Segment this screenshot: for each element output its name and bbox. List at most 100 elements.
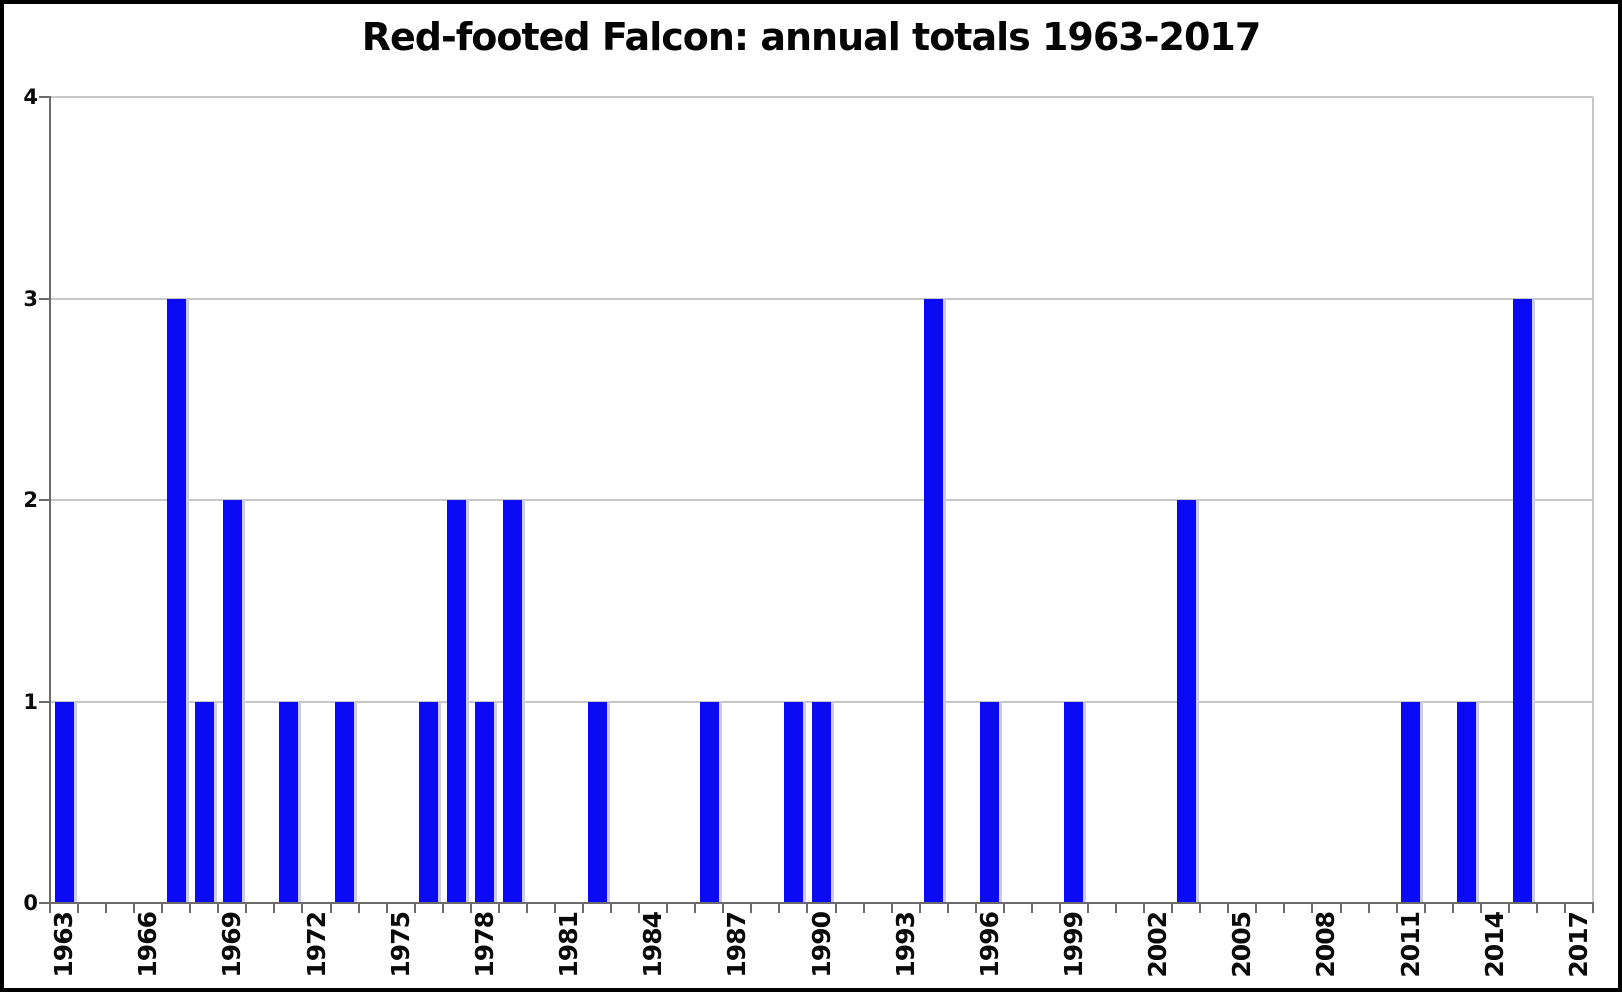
- x-tick-34: [1002, 904, 1005, 913]
- x-tick-35: [1030, 904, 1033, 913]
- y-tick-3: [39, 297, 50, 300]
- x-tick-20: [610, 904, 613, 913]
- gridline-y2: [50, 499, 1593, 501]
- x-tick-label-1984: 1984: [638, 912, 668, 978]
- x-tick-label-1963: 1963: [49, 912, 79, 978]
- x-tick-45: [1311, 904, 1314, 913]
- x-tick-27: [806, 904, 809, 913]
- x-tick-29: [862, 904, 865, 913]
- x-tick-12: [385, 904, 388, 913]
- x-tick-0: [49, 904, 51, 913]
- x-tick-label-1990: 1990: [806, 912, 836, 978]
- x-tick-label-1981: 1981: [554, 912, 583, 978]
- x-tick-label-2005: 2005: [1227, 912, 1257, 978]
- x-tick-39: [1143, 904, 1146, 913]
- x-tick-15: [469, 904, 472, 913]
- x-tick-51: [1479, 904, 1482, 913]
- x-tick-label-2002: 2002: [1143, 912, 1173, 978]
- x-tick-label-1996: 1996: [974, 912, 1004, 978]
- x-tick-49: [1423, 904, 1426, 913]
- x-axis-labels: 1963 1966 1969 1972 1975 1978 1981 1984 1987 1990…: [49, 903, 1593, 988]
- x-tick-17: [525, 904, 528, 913]
- x-tick-40: [1171, 904, 1174, 913]
- bar-1996: [980, 701, 1000, 903]
- x-tick-label-1975: 1975: [385, 912, 415, 978]
- plot-right-border: [1592, 97, 1594, 903]
- x-tick-22: [666, 904, 669, 913]
- y-tick-4: [39, 96, 50, 98]
- y-tick-label-0: 0: [23, 891, 38, 915]
- bar-1969: [222, 500, 242, 903]
- bar-1986: [699, 701, 719, 903]
- x-tick-24: [722, 904, 725, 913]
- x-tick-30: [890, 904, 893, 913]
- bar-1971: [278, 701, 298, 903]
- x-tick-label-1999: 1999: [1058, 912, 1088, 978]
- y-tick-2: [39, 499, 50, 501]
- x-tick-label-1978: 1978: [469, 912, 499, 978]
- x-tick-label-2014: 2014: [1479, 912, 1509, 978]
- x-tick-5: [189, 904, 192, 913]
- bar-1973: [335, 701, 355, 903]
- y-axis-line: [49, 96, 51, 904]
- x-tick-label-2017: 2017: [1563, 912, 1593, 978]
- x-tick-label-1972: 1972: [301, 912, 331, 978]
- x-tick-44: [1283, 904, 1286, 913]
- x-tick-23: [694, 904, 697, 913]
- x-tick-52: [1507, 904, 1510, 913]
- x-tick-label-2008: 2008: [1311, 912, 1341, 978]
- bar-2015: [1513, 298, 1533, 903]
- x-tick-42: [1227, 904, 1230, 913]
- y-tick-label-2: 2: [23, 488, 38, 512]
- y-tick-1: [39, 700, 50, 703]
- bar-1968: [194, 701, 214, 903]
- x-tick-41: [1199, 904, 1202, 913]
- y-tick-label-3: 3: [23, 286, 38, 311]
- x-tick-43: [1255, 904, 1258, 913]
- x-tick-11: [357, 904, 360, 913]
- x-tick-26: [778, 904, 781, 913]
- bar-1978: [475, 701, 495, 903]
- x-tick-54: [1563, 904, 1566, 913]
- x-tick-3: [133, 904, 136, 913]
- bar-1982: [587, 701, 607, 903]
- bar-1999: [1064, 701, 1084, 903]
- x-tick-label-1969: 1969: [217, 912, 247, 978]
- bar-2013: [1457, 701, 1477, 903]
- x-tick-label-2011: 2011: [1395, 912, 1425, 978]
- x-tick-7: [245, 904, 248, 913]
- y-tick-0: [39, 902, 50, 904]
- x-tick-4: [161, 904, 164, 913]
- x-tick-50: [1451, 904, 1454, 913]
- x-tick-16: [497, 904, 500, 913]
- x-tick-9: [301, 904, 304, 913]
- gridline-y4: [50, 96, 1593, 98]
- x-tick-28: [834, 904, 837, 913]
- x-tick-13: [413, 904, 416, 913]
- x-tick-label-1987: 1987: [722, 912, 752, 978]
- x-tick-38: [1115, 904, 1118, 913]
- x-tick-33: [974, 904, 977, 913]
- x-tick-48: [1395, 904, 1398, 913]
- bar-1977: [447, 500, 467, 903]
- x-tick-31: [918, 904, 921, 913]
- bar-2011: [1401, 701, 1421, 903]
- x-tick-36: [1058, 904, 1061, 913]
- x-tick-19: [582, 904, 585, 913]
- x-tick-label-1993: 1993: [890, 912, 920, 978]
- bar-1963: [54, 701, 74, 903]
- x-tick-32: [946, 904, 949, 913]
- bar-1967: [166, 298, 186, 903]
- x-tick-1: [77, 904, 80, 913]
- x-tick-37: [1087, 904, 1090, 913]
- x-tick-53: [1535, 904, 1538, 913]
- x-tick-46: [1339, 904, 1342, 913]
- bar-1976: [419, 701, 439, 903]
- chart-title: Red-footed Falcon: annual totals 1963-20…: [361, 15, 1262, 59]
- x-tick-8: [273, 904, 276, 913]
- x-tick-47: [1367, 904, 1370, 913]
- x-tick-10: [329, 904, 332, 913]
- bar-1989: [783, 701, 803, 903]
- x-tick-14: [441, 904, 444, 913]
